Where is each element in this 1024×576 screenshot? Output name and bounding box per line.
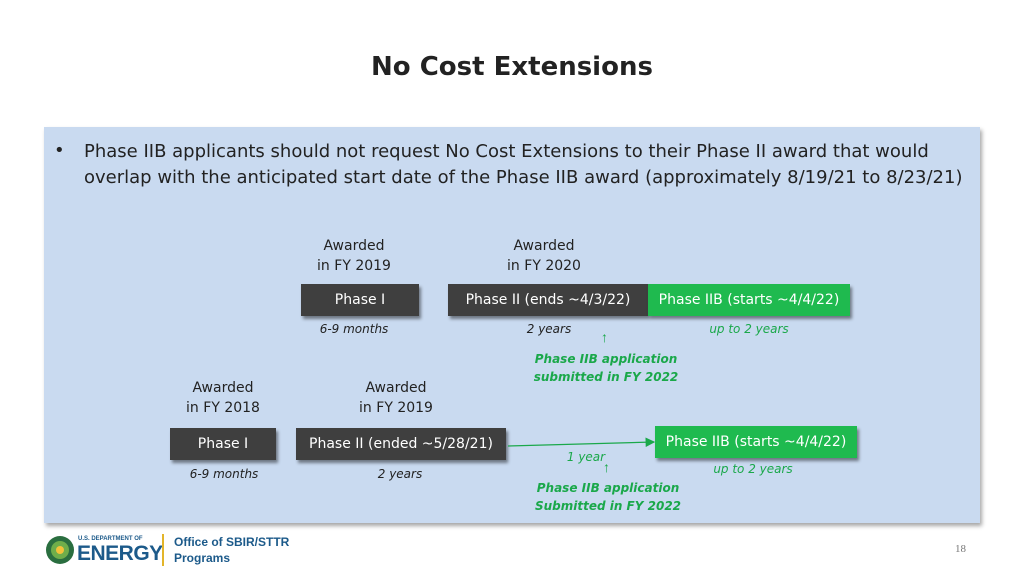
bullet-marker: •: [54, 140, 65, 161]
page-number: 18: [955, 543, 966, 555]
award-label: Awarded: [192, 380, 254, 396]
award-label: Awarded: [365, 380, 427, 396]
row1-phase1-box: Phase I: [301, 284, 419, 316]
award-fy: in FY 2019: [359, 400, 433, 416]
logo-big-text: ENERGY: [77, 542, 163, 565]
footer-office: Office of SBIR/STTR Programs: [174, 534, 289, 566]
row2-phase2b-box: Phase IIB (starts ~4/4/22): [655, 426, 857, 458]
row2-phase1-box: Phase I: [170, 428, 276, 460]
row2-award-right: Awarded in FY 2019: [341, 378, 451, 418]
note-line: submitted in FY 2022: [533, 370, 679, 384]
row2-gap-label: 1 year: [566, 450, 606, 464]
page-title: No Cost Extensions: [371, 52, 653, 82]
row1-award-right: Awarded in FY 2020: [489, 236, 599, 276]
doe-logo: U.S. DEPARTMENT OF ENERGY: [44, 534, 163, 566]
row1-phase1-duration: 6-9 months: [319, 322, 389, 336]
row2-phase2-duration: 2 years: [377, 467, 423, 481]
row2-phase2b-duration: up to 2 years: [713, 462, 793, 476]
note-line: Submitted in FY 2022: [534, 499, 682, 513]
row2-award-left: Awarded in FY 2018: [168, 378, 278, 418]
row1-award-left: Awarded in FY 2019: [299, 236, 409, 276]
row1-up-arrow-icon: ↑: [601, 329, 608, 345]
row2-phase1-duration: 6-9 months: [189, 467, 259, 481]
row1-phase2b-box: Phase IIB (starts ~4/4/22): [648, 284, 850, 316]
row1-phase2b-duration: up to 2 years: [709, 322, 789, 336]
doe-seal-icon: [46, 536, 74, 564]
award-label: Awarded: [513, 238, 575, 254]
office-line: Programs: [174, 551, 231, 565]
row2-up-arrow-icon: ↑: [603, 459, 610, 475]
award-fy: in FY 2020: [507, 258, 581, 274]
award-fy: in FY 2018: [186, 400, 260, 416]
award-label: Awarded: [323, 238, 385, 254]
logo-small-text: U.S. DEPARTMENT OF: [78, 536, 143, 542]
office-line: Office of SBIR/STTR: [174, 535, 290, 549]
row1-application-note: Phase IIB application submitted in FY 20…: [531, 350, 681, 386]
note-line: Phase IIB application: [534, 352, 678, 366]
row2-application-note: Phase IIB application Submitted in FY 20…: [533, 479, 683, 515]
award-fy: in FY 2019: [317, 258, 391, 274]
bullet-text: Phase IIB applicants should not request …: [84, 141, 963, 188]
note-line: Phase IIB application: [536, 481, 680, 495]
footer-divider: [162, 534, 164, 566]
row1-phase2-duration: 2 years: [526, 322, 572, 336]
connector-arrow: [507, 437, 656, 448]
row2-phase2-box: Phase II (ended ~5/28/21): [296, 428, 506, 460]
row1-phase2-box: Phase II (ends ~4/3/22): [448, 284, 648, 316]
